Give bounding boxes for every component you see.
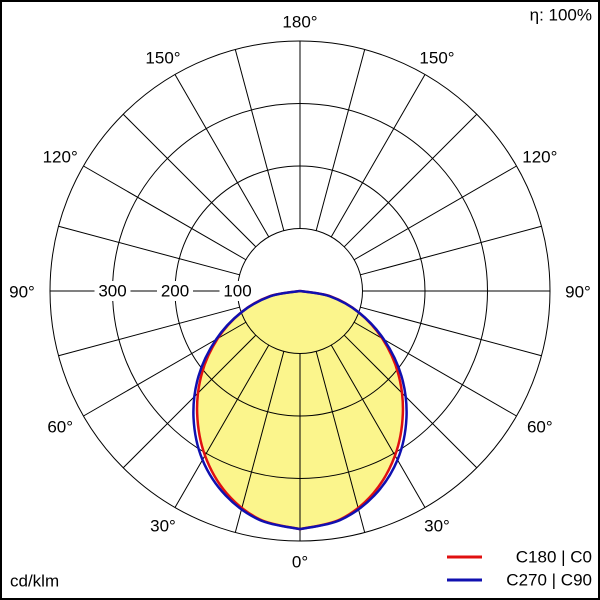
- angle-label: 90°: [565, 282, 591, 301]
- angle-label: 30°: [150, 516, 176, 535]
- angle-label: 30°: [424, 516, 450, 535]
- legend-label: C180 | C0: [516, 547, 592, 566]
- angle-label: 150°: [145, 49, 180, 68]
- spoke: [83, 165, 247, 261]
- r-tick-label: 200: [161, 281, 189, 300]
- spoke: [315, 351, 366, 533]
- spoke: [122, 113, 257, 248]
- efficiency-label: η: 100%: [530, 5, 592, 24]
- spoke: [58, 306, 240, 357]
- angle-label: 60°: [47, 417, 73, 436]
- spoke: [360, 306, 542, 357]
- spoke: [353, 165, 517, 261]
- spoke: [174, 344, 270, 508]
- angle-label: 90°: [9, 282, 35, 301]
- spoke: [343, 113, 478, 248]
- label-bg: [219, 281, 256, 301]
- spoke: [174, 74, 270, 238]
- unit-label: cd/klm: [10, 571, 59, 590]
- r-tick-label: 300: [98, 281, 126, 300]
- spoke: [315, 49, 366, 231]
- angle-label: 180°: [282, 12, 317, 31]
- spoke: [122, 334, 257, 469]
- angle-label: 150°: [419, 49, 454, 68]
- spoke: [234, 351, 285, 533]
- label-bg: [157, 281, 193, 301]
- curve: [192, 289, 301, 531]
- spoke: [330, 74, 426, 238]
- angle-label: 60°: [527, 417, 553, 436]
- spoke: [330, 344, 426, 508]
- legend-label: C270 | C90: [506, 570, 592, 589]
- spoke: [234, 49, 285, 231]
- curve: [299, 289, 408, 531]
- spoke: [58, 225, 240, 276]
- spoke: [360, 225, 542, 276]
- angle-label: 120°: [522, 147, 557, 166]
- label-bg: [94, 281, 131, 301]
- spoke: [343, 334, 478, 469]
- angle-label: 0°: [292, 552, 308, 571]
- r-tick-label: 100: [223, 281, 251, 300]
- angle-label: 120°: [43, 147, 78, 166]
